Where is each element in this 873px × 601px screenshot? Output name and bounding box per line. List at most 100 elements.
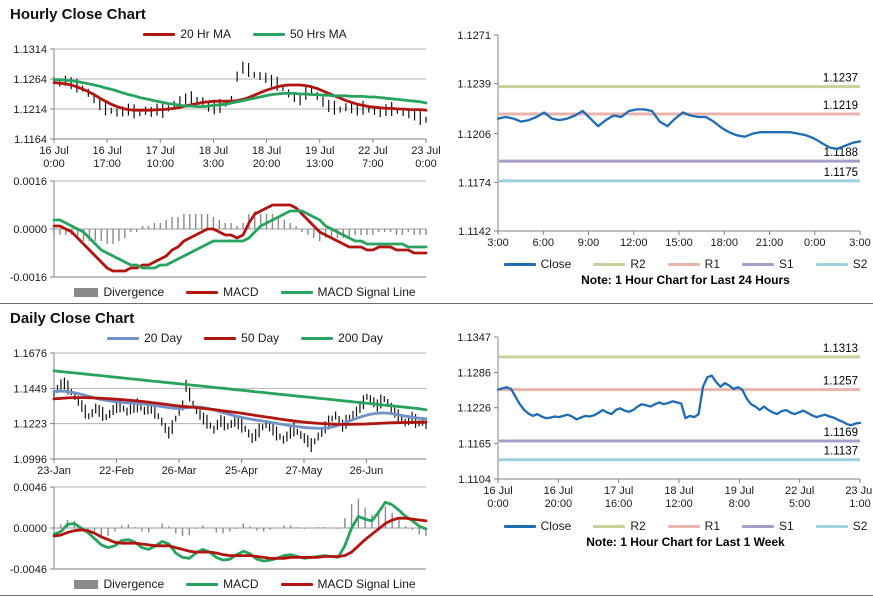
- legend-label: S1: [779, 257, 794, 271]
- legend-item: 20 Hr MA: [143, 27, 231, 41]
- hourly_macd-plot: 0.0016 0.0000 -0.0016: [10, 176, 428, 284]
- x-axis-tick-label: 19 Jul: [305, 145, 334, 157]
- legend-label: 20 Day: [144, 331, 183, 345]
- x-axis-tick-label: 3:00: [849, 237, 870, 249]
- x-axis-tick-label: 22 Jul: [785, 485, 814, 497]
- y-axis-tick-label: 1.1174: [458, 177, 491, 189]
- legend-swatch: [742, 524, 774, 528]
- legend-label: MACD: [223, 577, 259, 591]
- hourly-pivot-chart: 1.1271 1.1239 1.1206 1.1174 1.1142 3:00 6:00 9:…: [446, 25, 873, 273]
- y-axis-tick-label: 1.1286: [457, 368, 491, 380]
- legend-label: Close: [540, 519, 572, 533]
- legend-label: Divergence: [103, 577, 165, 591]
- legend-item: S1: [742, 519, 794, 533]
- x-axis-tick-label: 23-Jan: [37, 465, 71, 477]
- legend-swatch: [593, 524, 626, 528]
- divergence-bars: [53, 498, 427, 537]
- daily-section-title: Daily Close Chart: [10, 310, 135, 327]
- x-axis-tick-label: 16 Jul: [92, 145, 121, 157]
- legend-item: R1: [667, 257, 720, 271]
- legend-item: MACD Signal Line: [280, 577, 416, 591]
- x-axis-tick-label: 6:00: [533, 237, 554, 249]
- legend-swatch: [74, 287, 99, 297]
- pivot-line-label-r2: 1.1313: [823, 343, 858, 355]
- x-axis-tick-label: 1:00: [849, 498, 870, 510]
- x-axis-tick-label: 17:00: [93, 158, 121, 170]
- x-axis-tick-label: 22-Feb: [99, 465, 134, 477]
- legend-swatch: [107, 336, 140, 340]
- daily-price-chart: 20 Day 50 Day 200 Day 1.1676 1.1449 1.1223 1.0…: [8, 329, 436, 481]
- x-axis-tick-label: 20:00: [253, 158, 281, 170]
- legend-item: S2: [815, 519, 867, 533]
- y-axis-tick-label: 1.1239: [457, 79, 491, 91]
- legend-swatch: [253, 32, 285, 36]
- section-divider: [0, 303, 873, 304]
- legend-item: 20 Day: [107, 331, 182, 345]
- legend-swatch: [815, 524, 848, 528]
- legend-item: S2: [815, 257, 868, 271]
- legend-label: MACD Signal Line: [317, 577, 416, 591]
- x-axis-tick-label: 16 Jul: [483, 485, 512, 497]
- legend-item: Divergence: [74, 285, 164, 299]
- x-axis-tick-label: 0:00: [415, 158, 436, 170]
- pivot-line-label-s2: 1.1137: [824, 446, 858, 458]
- x-axis-tick-label: 18 Jul: [199, 145, 228, 157]
- hourly-section: Hourly Close Chart 20 Hr MA 50 Hrs MA 1.13…: [10, 6, 873, 299]
- x-axis-tick-label: 17 Jul: [604, 485, 633, 497]
- legend-swatch: [280, 582, 313, 586]
- pivot-line-label-r1: 1.1257: [823, 376, 858, 388]
- legend-swatch: [186, 290, 219, 294]
- y-axis-tick-label: 1.1264: [13, 74, 47, 86]
- x-axis-tick-label: 18 Jul: [252, 145, 281, 157]
- y-axis-tick-label: 0.0000: [13, 224, 47, 236]
- y-axis-tick-label: -0.0016: [10, 272, 47, 284]
- legend-swatch: [742, 262, 774, 266]
- close-line: [496, 374, 862, 427]
- y-axis-tick-label: 1.1164: [14, 134, 47, 146]
- weekly-pivot-chart: 1.1347 1.1286 1.1226 1.1165 1.1104 16 Jul 0:00…: [446, 329, 873, 535]
- x-axis-tick-label: 0:00: [804, 237, 825, 249]
- y-axis-tick-label: 1.1104: [458, 474, 491, 486]
- y-axis-tick-label: 1.1271: [457, 30, 491, 42]
- legend-item: MACD: [186, 285, 259, 299]
- legend-item: 200 Day: [301, 331, 383, 345]
- x-axis-tick-label: 23 Jul: [411, 145, 440, 157]
- x-axis-tick-label: 16 Jul: [544, 485, 573, 497]
- x-axis-tick-label: 21:00: [756, 237, 784, 249]
- legend-swatch: [593, 262, 626, 266]
- legend-swatch: [280, 290, 313, 294]
- y-axis-tick-label: 1.1165: [458, 438, 491, 450]
- legend-item: Close: [503, 519, 572, 533]
- x-axis-tick-label: 23 Jul: [845, 485, 873, 497]
- hourly-pivot-note: Note: 1 Hour Chart for Last 24 Hours: [581, 273, 790, 287]
- legend-swatch: [143, 32, 176, 36]
- legend-label: MACD Signal Line: [317, 285, 416, 299]
- legend-label: 20 Hr MA: [180, 27, 231, 41]
- legend-label: R1: [704, 257, 720, 271]
- y-axis-tick-label: 0.0016: [13, 176, 47, 188]
- macd-signal-line-line: [52, 209, 428, 270]
- 50-day-line: [52, 396, 428, 426]
- x-axis-tick-label: 0:00: [43, 158, 64, 170]
- y-axis-tick-label: -0.0046: [10, 564, 47, 576]
- x-axis-tick-label: 17 Jul: [146, 145, 175, 157]
- y-axis-tick-label: 1.1314: [13, 44, 47, 56]
- y-axis-tick-label: 1.1676: [13, 348, 47, 360]
- legend-label: S2: [852, 257, 868, 271]
- legend-swatch: [301, 336, 334, 340]
- pivot-line-label-s1: 1.1169: [824, 427, 858, 439]
- macd-line: [52, 500, 428, 563]
- legend-item: R2: [593, 519, 646, 533]
- weekly-pivot-note: Note: 1 Hour Chart for Last 1 Week: [586, 535, 785, 549]
- legend-swatch: [667, 524, 700, 528]
- x-axis-tick-label: 7:00: [362, 158, 383, 170]
- macd-line: [52, 203, 428, 273]
- legend-label: R2: [630, 519, 646, 533]
- x-axis-tick-label: 18:00: [710, 237, 738, 249]
- legend-swatch: [503, 524, 536, 528]
- y-axis-tick-label: 1.0996: [13, 454, 47, 466]
- legend-item: Close: [503, 257, 571, 271]
- x-axis-tick-label: 19 Jul: [725, 485, 754, 497]
